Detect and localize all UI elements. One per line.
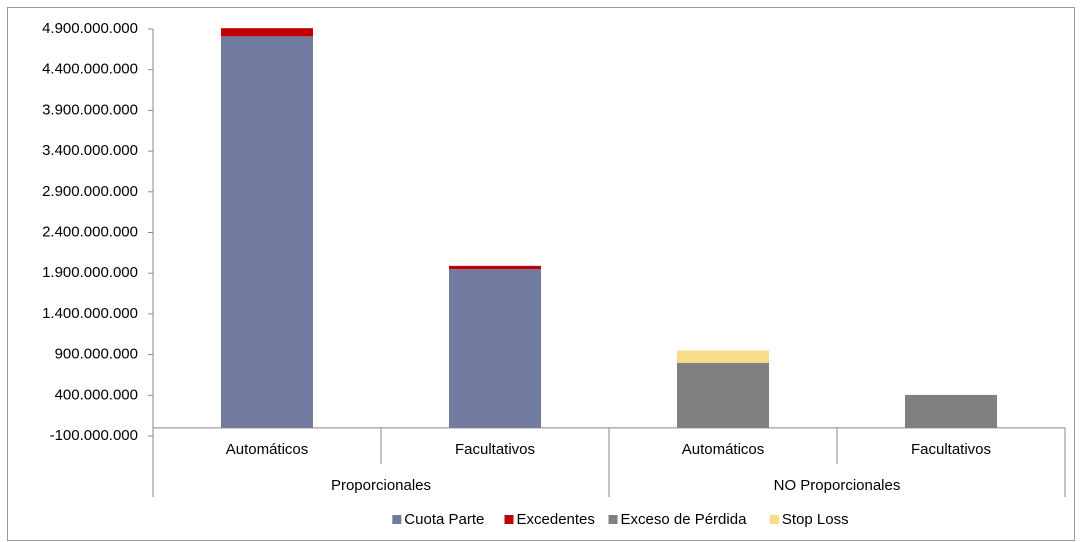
legend-swatch	[769, 515, 779, 524]
legend-swatch	[608, 515, 618, 524]
bar-segment	[221, 36, 313, 428]
x-tick-label: Automáticos	[226, 441, 309, 458]
bar-segment	[677, 350, 769, 363]
legend-swatch	[392, 515, 402, 524]
legend-label: Excedentes	[517, 511, 595, 528]
y-tick-label: 2.400.000.000	[42, 223, 138, 240]
y-tick-label: 4.400.000.000	[42, 61, 138, 78]
group-label: NO Proporcionales	[774, 477, 901, 494]
y-tick-label: 4.900.000.000	[42, 20, 138, 37]
x-tick-label: Facultativos	[455, 441, 535, 458]
y-tick-label: 900.000.000	[55, 346, 138, 363]
legend-label: Cuota Parte	[404, 511, 484, 528]
legend-label: Stop Loss	[782, 511, 849, 528]
legend-label: Exceso de Pérdida	[621, 511, 748, 528]
y-tick-label: 1.900.000.000	[42, 264, 138, 281]
group-label: Proporcionales	[331, 477, 431, 494]
bar-segment	[905, 394, 997, 428]
bar-segment	[449, 265, 541, 270]
bar-segment	[677, 362, 769, 428]
y-tick-label: 3.900.000.000	[42, 101, 138, 118]
chart-frame	[7, 7, 1075, 541]
y-tick-label: 3.400.000.000	[42, 142, 138, 159]
x-tick-label: Facultativos	[911, 441, 991, 458]
y-tick-label: 2.900.000.000	[42, 183, 138, 200]
legend-swatch	[504, 515, 514, 524]
x-tick-label: Automáticos	[682, 441, 765, 458]
y-tick-label: -100.000.000	[50, 427, 138, 444]
bar-segment	[449, 269, 541, 428]
y-tick-label: 1.400.000.000	[42, 305, 138, 322]
bar-segment	[221, 28, 313, 37]
y-tick-label: 400.000.000	[55, 386, 138, 403]
